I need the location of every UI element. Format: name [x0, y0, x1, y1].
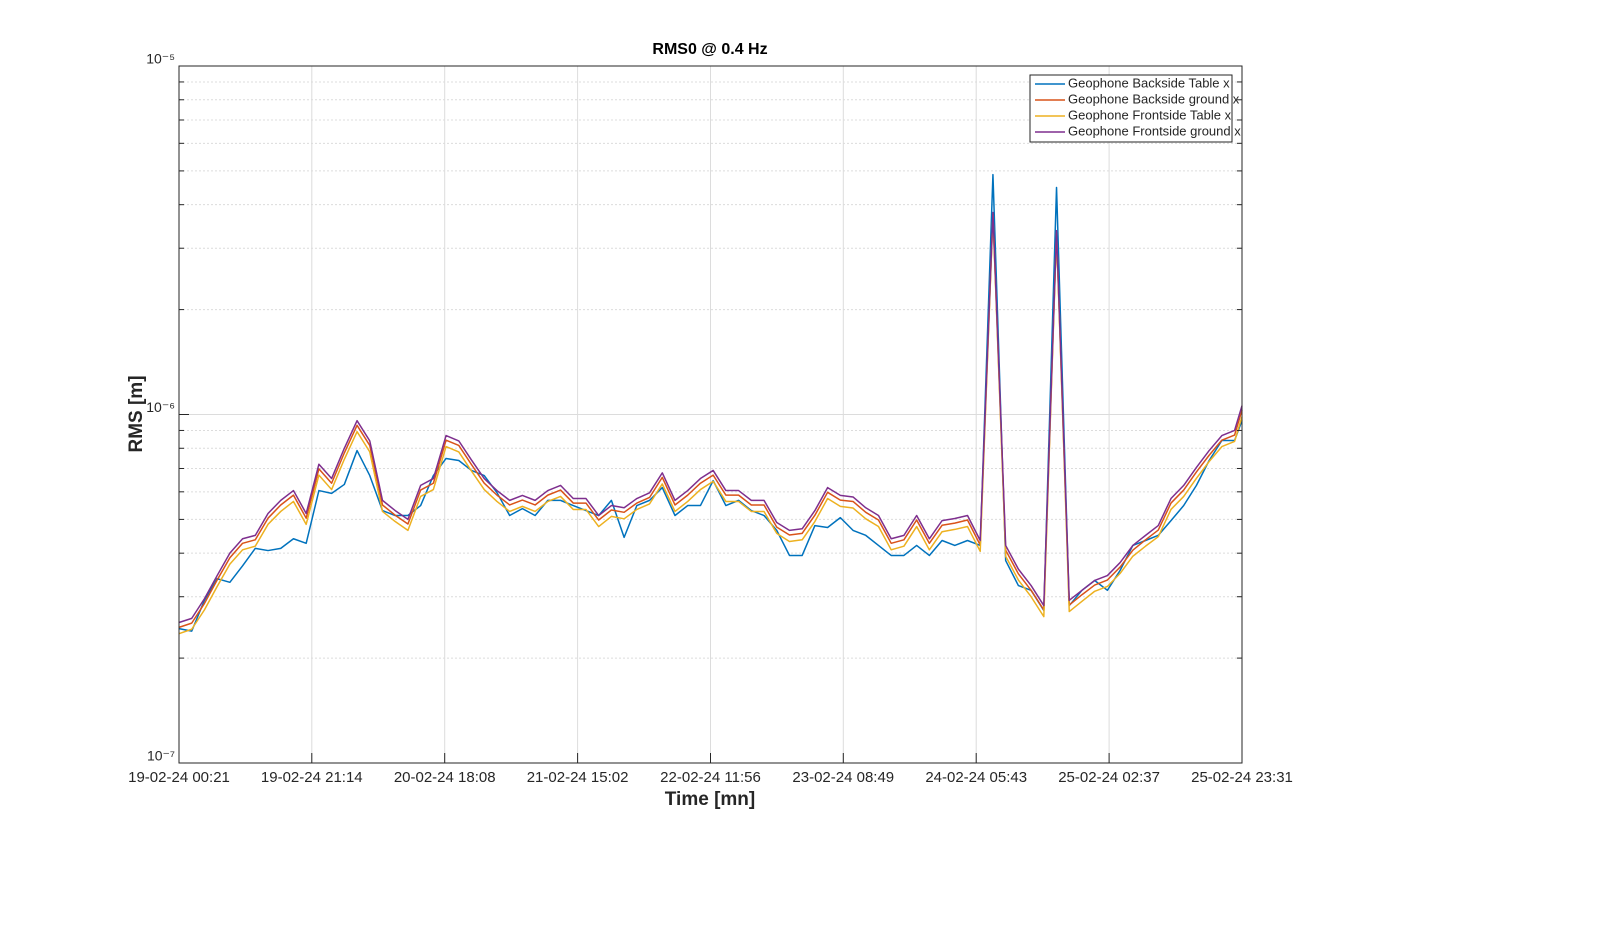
y-tick-label: 10⁻⁵: [146, 51, 175, 67]
legend-box: [1029, 74, 1233, 143]
x-tick-label: 25-02-24 23:31: [1191, 769, 1293, 786]
lines: [178, 173, 1243, 635]
series-line: [178, 211, 1243, 624]
chart-title: RMS0 @ 0.4 Hz: [652, 41, 767, 58]
y-axis-label: RMS [m]: [126, 375, 147, 452]
legend-label: Geophone Backside Table x: [1068, 75, 1230, 90]
x-tick-label: 19-02-24 00:21: [128, 769, 230, 786]
y-tick-label: 10⁻⁶: [146, 399, 175, 415]
legend-label: Geophone Frontside Table x: [1068, 107, 1232, 122]
x-tick-label: 24-02-24 05:43: [925, 769, 1027, 786]
x-tick-label: 19-02-24 21:14: [261, 769, 363, 786]
ticks: 10⁻⁷ 10⁻⁶ 10⁻⁵ 19-02-24 00:21 19-02-24 21:14…: [128, 51, 1293, 786]
x-tick-label: 22-02-24 11:56: [660, 769, 761, 786]
y-tick-label: 10⁻⁷: [147, 748, 175, 764]
x-tick-label: 23-02-24 08:49: [792, 769, 894, 786]
x-tick-label: 20-02-24 18:08: [394, 769, 496, 786]
x-tick-label: 21-02-24 15:02: [527, 769, 629, 786]
series-line: [178, 214, 1243, 635]
x-axis-label: Time [mn]: [665, 789, 755, 810]
legend-label: Geophone Frontside ground x: [1068, 123, 1241, 138]
x-tick-label: 25-02-24 02:37: [1058, 769, 1160, 786]
legend-label: Geophone Backside ground x: [1068, 91, 1240, 106]
